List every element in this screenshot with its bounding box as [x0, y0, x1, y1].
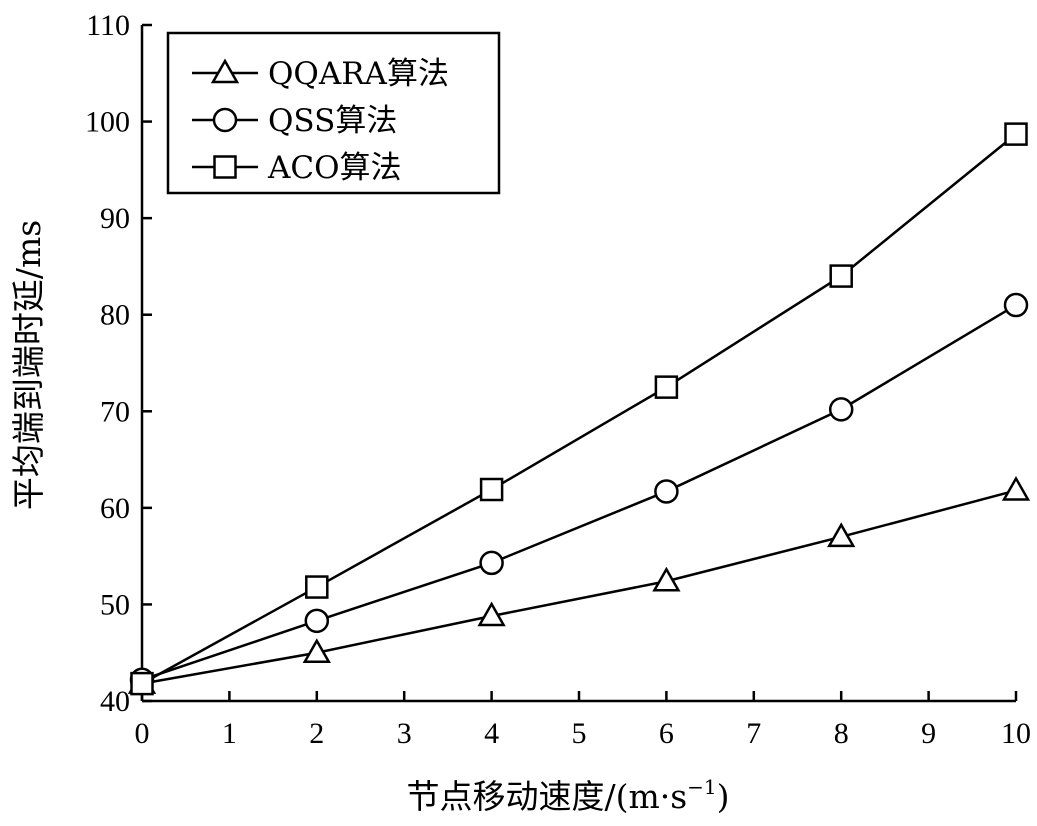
series-line — [141, 489, 1017, 685]
data-point — [654, 479, 679, 504]
x-axis-title-end: ) — [717, 777, 730, 816]
data-point — [1001, 475, 1031, 501]
x-tick-label: 3 — [397, 717, 412, 750]
series-line — [141, 303, 1017, 681]
legend-marker — [213, 155, 237, 179]
y-tick-label: 50 — [100, 588, 130, 621]
series-line — [141, 133, 1017, 685]
data-point — [652, 566, 681, 592]
legend-label: QSS算法 — [268, 103, 397, 139]
legend-label: ACO算法 — [267, 150, 402, 186]
y-tick-label: 90 — [100, 202, 130, 235]
data-point — [305, 575, 329, 599]
data-point — [827, 522, 856, 548]
x-tick-label: 6 — [659, 717, 674, 750]
x-tick-label: 7 — [746, 717, 761, 750]
data-point — [828, 397, 854, 422]
legend: QQARA算法 QSS算法 ACO算法 — [166, 31, 501, 195]
series-triangle — [127, 475, 1031, 694]
x-tick-label: 8 — [834, 717, 849, 750]
x-tick-label: 5 — [572, 717, 587, 750]
data-point — [654, 375, 679, 399]
y-tick-label: 80 — [100, 299, 130, 332]
x-tick-label: 9 — [921, 717, 936, 750]
x-tick-label: 2 — [309, 717, 324, 750]
x-axis-title-superscript: −1 — [687, 775, 716, 799]
data-point — [829, 264, 853, 288]
data-point — [130, 671, 154, 696]
data-point — [479, 550, 504, 576]
legend-marker — [212, 107, 238, 133]
legend-marker — [210, 58, 240, 84]
data-point — [1004, 122, 1028, 146]
data-point — [1003, 292, 1029, 318]
legend-label: QQARA算法 — [268, 56, 449, 92]
x-tick-label: 10 — [1001, 717, 1031, 750]
x-axis-title-main: 节点移动速度/(m·s — [406, 777, 687, 816]
x-axis-title: 节点移动速度/(m·s−1) — [406, 775, 729, 816]
y-tick-label: 60 — [100, 492, 130, 525]
x-tick-label: 1 — [222, 717, 237, 750]
y-axis-title: 平均端到端时延/ms — [9, 220, 48, 510]
y-tick-label: 110 — [86, 9, 130, 42]
y-tick-label: 100 — [85, 106, 130, 139]
x-tick-label: 0 — [135, 717, 150, 750]
x-tick-label: 4 — [484, 717, 499, 750]
series-square — [130, 122, 1028, 696]
axes: 40 50 60 70 80 90 100 110 0 1 2 3 4 5 6 7 8 9 10 — [85, 9, 1031, 750]
y-tick-label: 40 — [100, 685, 130, 718]
series-group — [127, 122, 1031, 696]
data-point — [477, 601, 506, 627]
series-circle — [129, 292, 1029, 693]
data-point — [302, 638, 331, 663]
data-point — [479, 477, 504, 502]
y-tick-label: 70 — [100, 395, 130, 428]
data-point — [304, 608, 330, 634]
